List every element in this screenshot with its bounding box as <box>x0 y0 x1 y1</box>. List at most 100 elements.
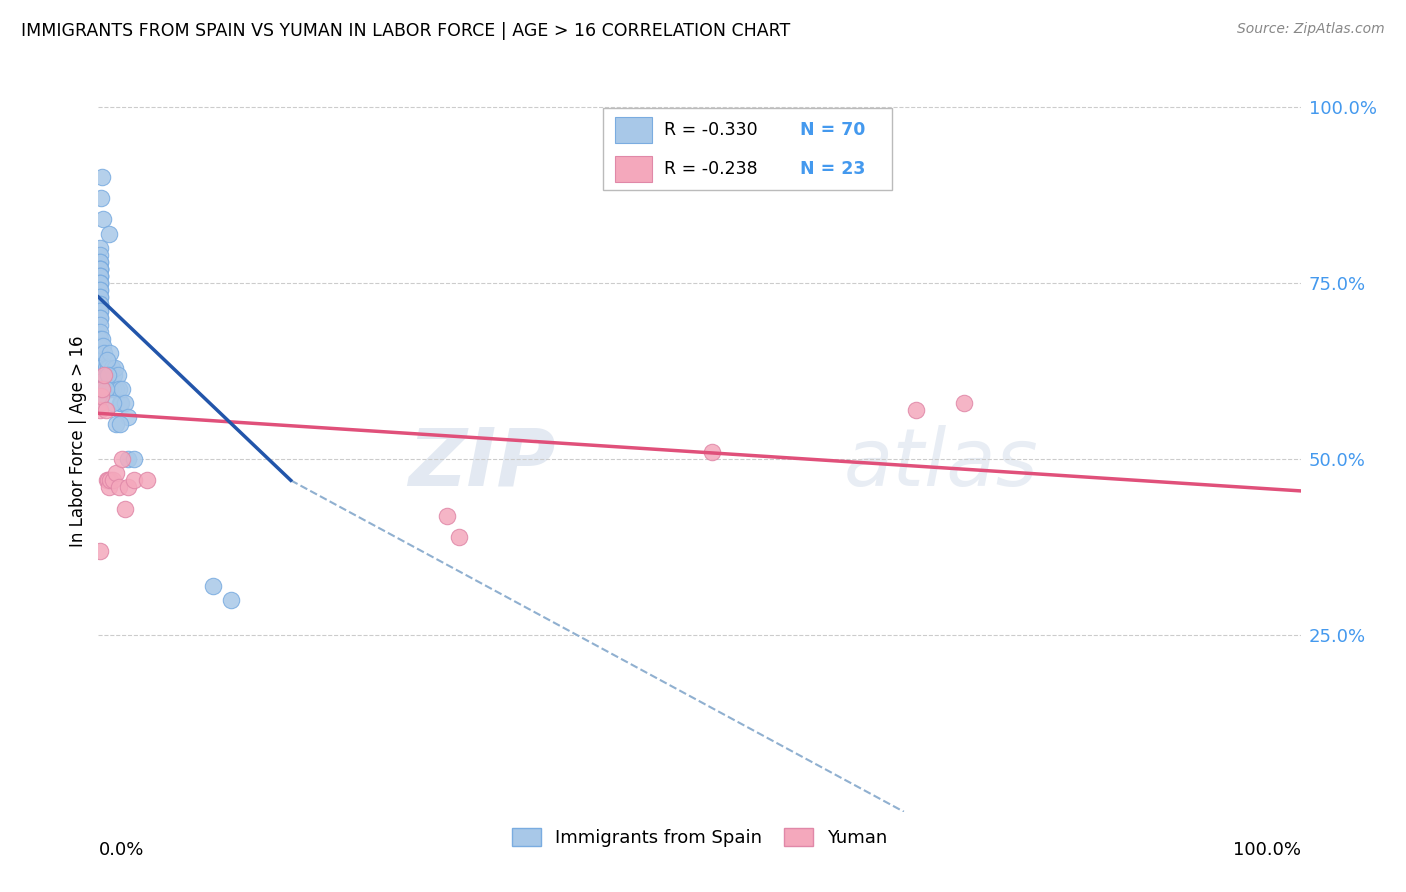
Point <box>97 360 120 375</box>
Point <box>108 417 131 431</box>
Point <box>104 360 127 375</box>
Point <box>89 402 111 417</box>
Point <box>953 396 976 410</box>
Point <box>107 368 129 382</box>
Point <box>89 268 111 283</box>
Point <box>100 346 122 360</box>
Point <box>89 290 111 304</box>
Point <box>89 297 111 311</box>
Point <box>89 261 111 276</box>
Text: atlas: atlas <box>844 425 1039 503</box>
Point <box>110 396 132 410</box>
Point <box>98 227 121 241</box>
Point <box>91 212 114 227</box>
Text: IMMIGRANTS FROM SPAIN VS YUMAN IN LABOR FORCE | AGE > 16 CORRELATION CHART: IMMIGRANTS FROM SPAIN VS YUMAN IN LABOR … <box>21 22 790 40</box>
Point <box>89 375 111 389</box>
Point <box>89 248 111 262</box>
Point <box>94 402 117 417</box>
Point <box>89 290 111 304</box>
Point <box>91 170 114 185</box>
Point <box>97 368 120 382</box>
Point <box>111 452 134 467</box>
Text: 100.0%: 100.0% <box>1233 841 1301 859</box>
Legend: Immigrants from Spain, Yuman: Immigrants from Spain, Yuman <box>505 821 894 855</box>
Point <box>114 501 136 516</box>
Point <box>89 283 111 297</box>
Point <box>108 480 131 494</box>
Point <box>135 473 157 487</box>
Point <box>89 276 111 290</box>
Point <box>89 268 111 283</box>
Point <box>93 368 115 382</box>
Point <box>89 241 111 255</box>
Point <box>89 389 111 403</box>
Point <box>117 480 139 494</box>
Point <box>117 452 139 467</box>
Point <box>100 382 122 396</box>
Point <box>219 593 242 607</box>
Point <box>89 261 111 276</box>
Point <box>89 254 111 268</box>
Point <box>89 325 111 339</box>
Point <box>89 360 111 375</box>
Point <box>117 409 139 424</box>
Point <box>124 452 146 467</box>
Point <box>89 261 111 276</box>
Point <box>100 360 122 375</box>
Point <box>111 382 134 396</box>
Point <box>96 353 118 368</box>
Point <box>97 473 120 487</box>
Point <box>91 339 114 353</box>
Text: 0.0%: 0.0% <box>98 841 143 859</box>
Point <box>89 254 111 268</box>
Point <box>89 353 111 368</box>
Point <box>201 579 224 593</box>
Point <box>89 276 111 290</box>
Point <box>89 544 111 558</box>
Point <box>89 318 111 333</box>
Point <box>98 368 121 382</box>
Point <box>94 382 117 396</box>
Point <box>101 396 124 410</box>
Point <box>100 473 122 487</box>
Point <box>96 473 118 487</box>
Point <box>114 396 136 410</box>
Point <box>124 473 146 487</box>
Text: Source: ZipAtlas.com: Source: ZipAtlas.com <box>1237 22 1385 37</box>
Point <box>89 311 111 326</box>
Point <box>89 311 111 326</box>
Point <box>89 368 111 382</box>
Point <box>436 508 458 523</box>
Point <box>101 382 124 396</box>
Point <box>90 389 112 403</box>
Text: ZIP: ZIP <box>408 425 555 503</box>
Point <box>89 283 111 297</box>
Point <box>89 261 111 276</box>
Point <box>89 382 111 396</box>
Point <box>89 268 111 283</box>
Point <box>94 360 117 375</box>
Point <box>89 297 111 311</box>
Point <box>101 473 124 487</box>
Point <box>93 346 115 360</box>
Point <box>108 396 131 410</box>
Point <box>108 382 131 396</box>
Point <box>98 480 121 494</box>
Point <box>105 382 128 396</box>
Point <box>105 417 128 431</box>
Point <box>904 402 927 417</box>
Point <box>103 368 125 382</box>
Point <box>91 382 114 396</box>
Point <box>89 332 111 346</box>
Point <box>105 467 128 481</box>
Point <box>89 276 111 290</box>
Point <box>89 396 111 410</box>
Point <box>700 445 723 459</box>
Point <box>90 191 112 205</box>
Point <box>447 530 470 544</box>
Point <box>91 332 114 346</box>
Point <box>89 304 111 318</box>
Point <box>89 339 111 353</box>
Y-axis label: In Labor Force | Age > 16: In Labor Force | Age > 16 <box>69 335 87 548</box>
Point <box>89 304 111 318</box>
